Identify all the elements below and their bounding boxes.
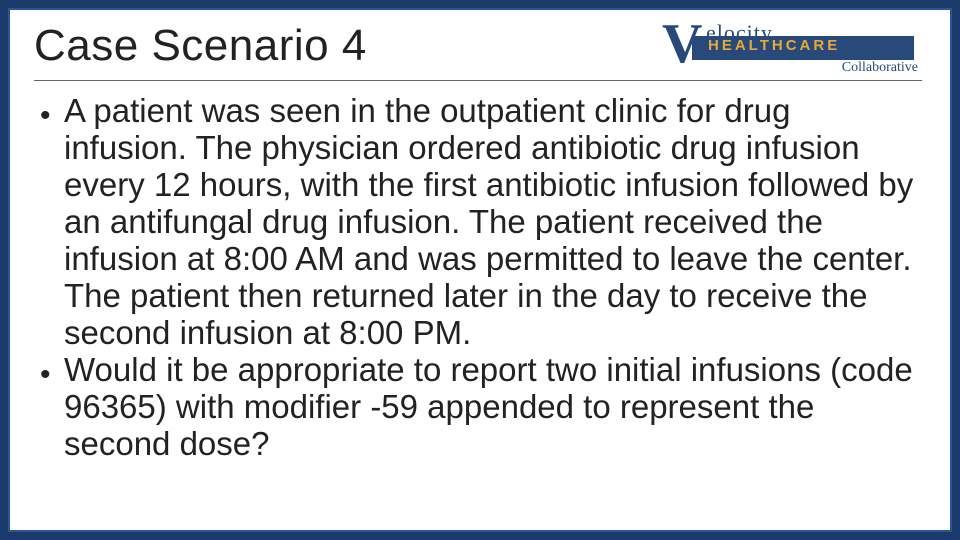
bullet-text: A patient was seen in the outpatient cli… <box>64 93 922 352</box>
slide-body: • A patient was seen in the outpatient c… <box>34 87 922 463</box>
logo-collaborative: Collaborative <box>842 60 918 76</box>
bullet-marker-icon: • <box>40 93 64 135</box>
bullet-text: Would it be appropriate to report two in… <box>64 352 922 463</box>
bullet-marker-icon: • <box>40 352 64 394</box>
brand-logo: V elocity HEALTHCARE Collaborative <box>652 18 922 78</box>
title-row: Case Scenario 4 V elocity HEALTHCARE Col… <box>34 22 922 81</box>
slide-title: Case Scenario 4 <box>34 22 367 70</box>
bullet-item: • Would it be appropriate to report two … <box>40 352 922 463</box>
logo-healthcare: HEALTHCARE <box>708 37 840 54</box>
slide-container: Case Scenario 4 V elocity HEALTHCARE Col… <box>8 8 952 532</box>
bullet-item: • A patient was seen in the outpatient c… <box>40 93 922 352</box>
logo-v-letter: V <box>662 16 702 72</box>
